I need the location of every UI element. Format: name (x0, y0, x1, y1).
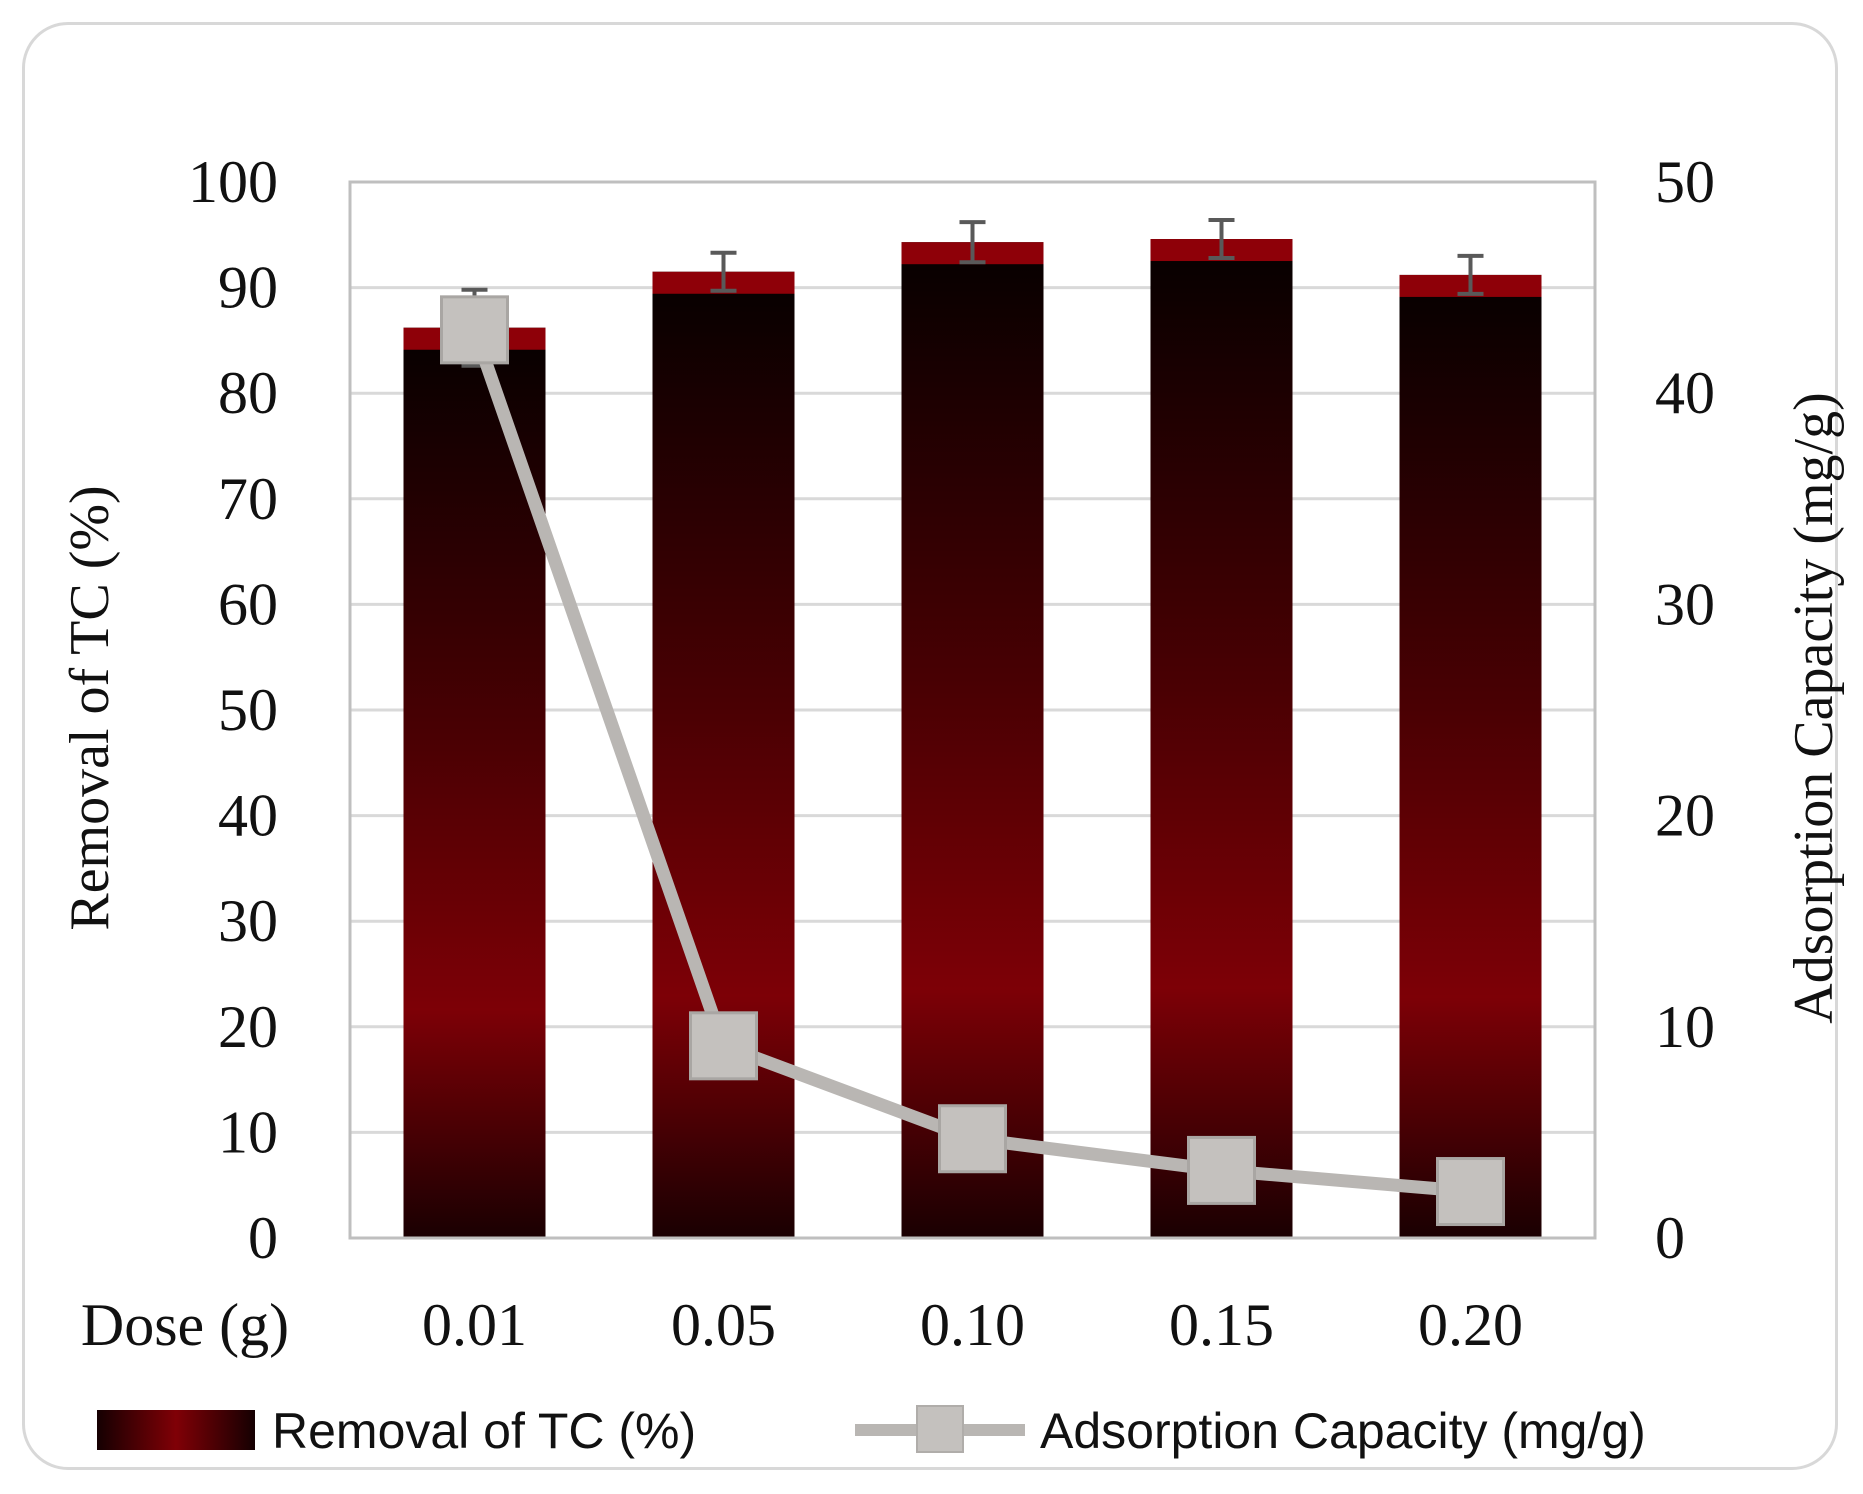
bar (901, 242, 1044, 1238)
bar-series (403, 239, 1542, 1239)
right-tick-label: 40 (1655, 360, 1715, 426)
left-tick-label: 100 (188, 149, 278, 215)
line-marker (440, 295, 509, 365)
left-tick-label: 0 (248, 1205, 278, 1271)
right-tick-label: 10 (1655, 994, 1715, 1060)
line-marker (938, 1104, 1007, 1174)
left-tick-label: 20 (218, 994, 278, 1060)
right-tick-label: 20 (1655, 783, 1715, 849)
right-tick-label: 0 (1655, 1205, 1685, 1271)
right-tick-label: 30 (1655, 571, 1715, 637)
legend-label-capacity: Adsorption Capacity (mg/g) (1040, 1403, 1646, 1459)
x-tick-label: 0.05 (671, 1292, 776, 1358)
right-tick-label: 50 (1655, 149, 1715, 215)
legend-label-removal: Removal of TC (%) (272, 1403, 696, 1459)
line-marker (1436, 1157, 1505, 1227)
right-axis-title: Adsorption Capacity (mg/g) (1783, 392, 1845, 1023)
legend: Removal of TC (%) Adsorption Capacity (m… (97, 1403, 1646, 1459)
left-tick-label: 10 (218, 1099, 278, 1165)
bar (1150, 239, 1293, 1239)
x-tick-label: 0.20 (1418, 1292, 1523, 1358)
legend-swatch-bar (97, 1410, 255, 1450)
left-axis-ticks: 0 10 20 30 40 50 60 70 80 90 100 (188, 149, 278, 1271)
x-tick-label: 0.15 (1169, 1292, 1274, 1358)
bar (652, 271, 795, 1238)
left-tick-label: 50 (218, 677, 278, 743)
x-tick-label: 0.10 (920, 1292, 1025, 1358)
x-axis-title: Dose (g) (81, 1292, 289, 1358)
right-axis-ticks: 0 10 20 30 40 50 (1655, 149, 1715, 1271)
x-tick-label: 0.01 (422, 1292, 527, 1358)
line-marker (689, 1011, 758, 1081)
left-tick-label: 70 (218, 466, 278, 532)
line-series (440, 295, 1505, 1227)
left-tick-label: 30 (218, 888, 278, 954)
x-axis-ticks: 0.01 0.05 0.10 0.15 0.20 (422, 1292, 1523, 1358)
line-marker (1187, 1135, 1256, 1205)
legend-swatch-marker (916, 1405, 964, 1453)
left-tick-label: 60 (218, 571, 278, 637)
left-tick-label: 80 (218, 360, 278, 426)
left-tick-label: 40 (218, 783, 278, 849)
bar (1399, 274, 1542, 1239)
left-tick-label: 90 (218, 255, 278, 321)
left-axis-title: Removal of TC (%) (59, 485, 121, 930)
plot-area-border (348, 180, 1597, 1240)
